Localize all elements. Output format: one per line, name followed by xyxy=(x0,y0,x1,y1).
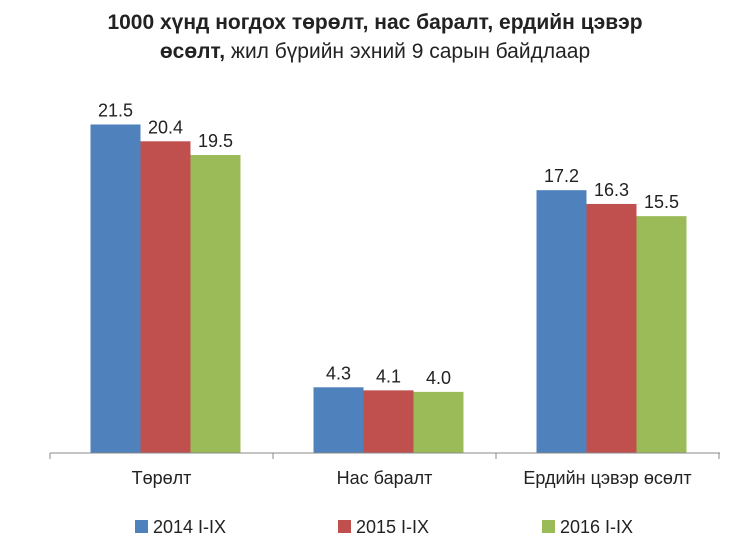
bar-2-2 xyxy=(363,390,414,453)
bar-3-1 xyxy=(536,190,587,453)
chart-title: 1000 хүнд ногдох төрөлт, нас баралт, ерд… xyxy=(0,8,750,66)
title-line-2-bold: өсөлт, xyxy=(159,40,226,63)
legend-label: 2014 I-IX xyxy=(153,517,226,537)
data-label: 16.3 xyxy=(594,180,629,200)
legend-label: 2015 I-IX xyxy=(356,517,429,537)
data-label: 17.2 xyxy=(544,166,579,186)
legend-swatch xyxy=(135,520,148,533)
data-label: 19.5 xyxy=(198,131,233,151)
category-label: Нас баралт xyxy=(337,468,433,488)
data-label: 20.4 xyxy=(148,117,183,137)
legend: 2014 I-IX 2015 I-IX 2016 I-IX xyxy=(135,517,633,537)
bar-1-2 xyxy=(140,141,191,453)
category-labels-group: Төрөлт Нас баралт Ердийн цэвэр өсөлт xyxy=(132,468,692,488)
x-axis-ticks xyxy=(49,453,720,459)
title-line-2-normal: жил бүрийн эхний 9 сарын байдлаар xyxy=(225,40,591,63)
bar-3-3 xyxy=(636,216,687,453)
data-label: 15.5 xyxy=(644,192,679,212)
bars-group xyxy=(90,124,687,454)
legend-label: 2016 I-IX xyxy=(560,517,633,537)
bar-1-1 xyxy=(90,124,141,453)
category-label: Төрөлт xyxy=(132,468,192,488)
value-labels-group: 21.5 20.4 19.5 4.3 4.1 4.0 17.2 16.3 15.5 xyxy=(98,100,679,387)
bar-2-1 xyxy=(313,387,364,453)
data-label: 4.0 xyxy=(426,368,451,388)
legend-swatch xyxy=(338,520,351,533)
data-label: 4.3 xyxy=(326,363,351,383)
legend-swatch xyxy=(542,520,555,533)
bar-1-3 xyxy=(190,155,241,454)
bar-2-3 xyxy=(413,391,464,453)
category-label: Ердийн цэвэр өсөлт xyxy=(523,468,691,488)
title-line-1: 1000 хүнд ногдох төрөлт, нас баралт, ерд… xyxy=(107,11,643,34)
bar-3-2 xyxy=(586,203,637,453)
data-label: 4.1 xyxy=(376,366,401,386)
data-label: 21.5 xyxy=(98,100,133,120)
